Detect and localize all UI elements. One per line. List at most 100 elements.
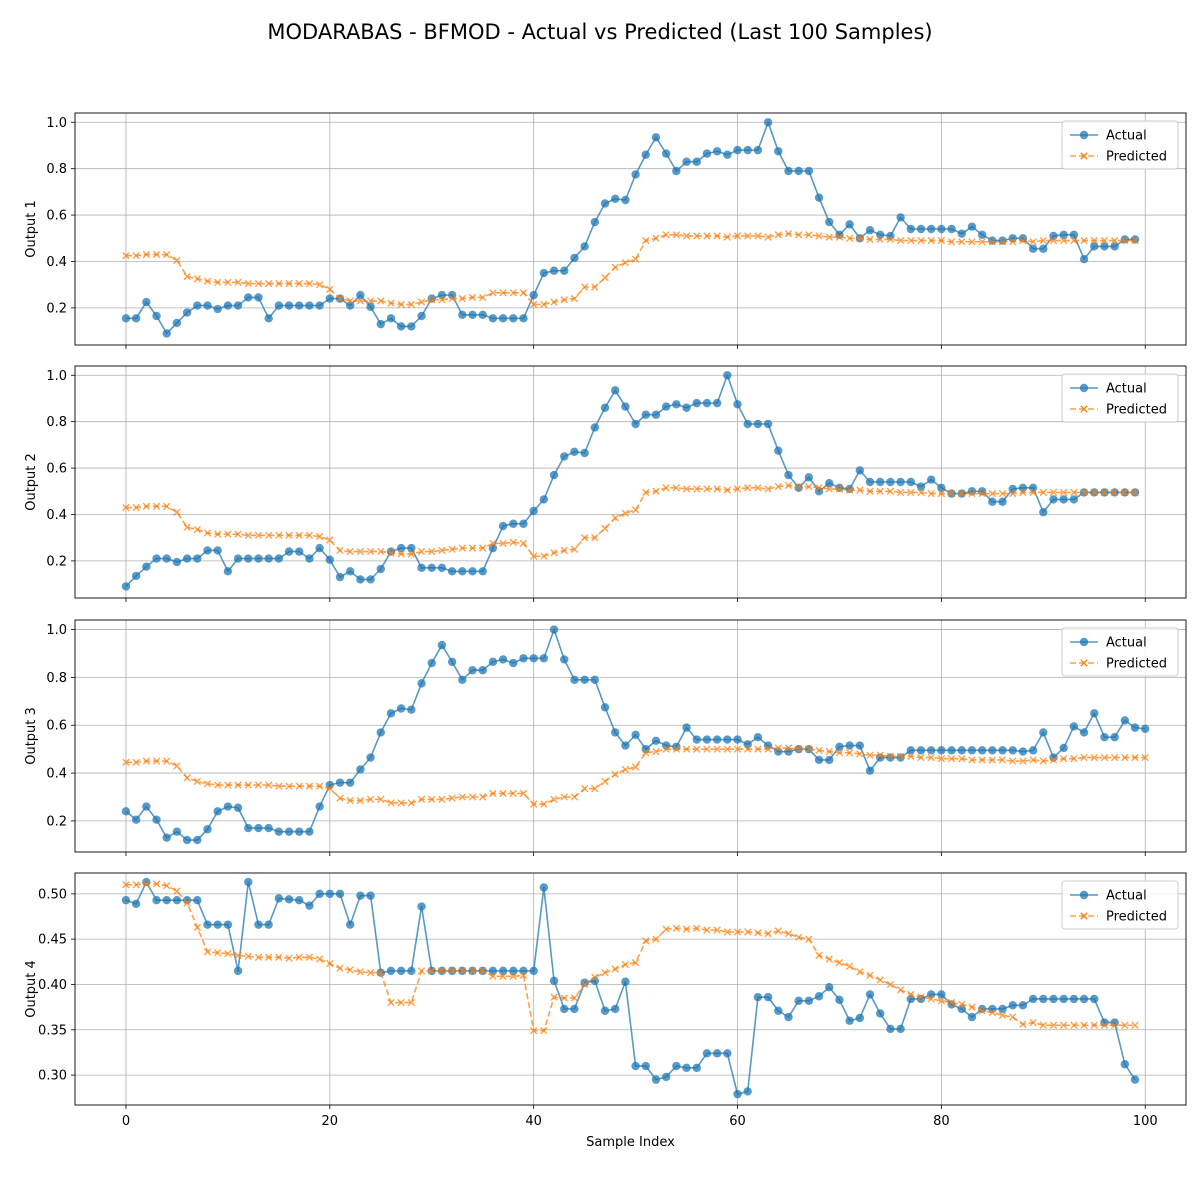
- predicted-point: [723, 233, 732, 241]
- actual-point: [1039, 507, 1048, 517]
- actual-point: [835, 742, 844, 751]
- actual-point: [509, 519, 518, 528]
- actual-point: [447, 567, 457, 576]
- actual-point: [1018, 747, 1028, 756]
- predicted-point: [1059, 488, 1068, 497]
- actual-point: [600, 703, 610, 712]
- actual-point: [560, 655, 569, 664]
- predicted-point: [417, 547, 426, 556]
- actual-point: [876, 477, 885, 487]
- predicted-point: [489, 289, 497, 297]
- predicted-point: [805, 935, 813, 943]
- predicted-point: [264, 781, 273, 789]
- y-tick-label: 0.2: [46, 814, 67, 829]
- predicted-point: [876, 487, 884, 495]
- actual-point: [346, 301, 355, 310]
- predicted-point: [407, 799, 416, 807]
- actual-point: [305, 827, 314, 836]
- predicted-point: [438, 967, 446, 975]
- predicted-point: [886, 235, 895, 244]
- predicted-point: [947, 489, 956, 498]
- predicted-point: [1009, 757, 1017, 765]
- actual-point: [519, 314, 528, 323]
- actual-point: [845, 741, 854, 750]
- actual-point: [213, 546, 222, 555]
- legend-box: [1061, 373, 1179, 423]
- actual-point: [1018, 1001, 1028, 1010]
- predicted-point: [295, 953, 303, 961]
- predicted-point: [407, 998, 416, 1007]
- actual-point: [988, 746, 997, 755]
- predicted-point: [662, 484, 670, 492]
- figure-title: MODARABAS - BFMOD - Actual vs Predicted …: [267, 20, 933, 44]
- predicted-point: [244, 279, 252, 288]
- actual-point: [488, 657, 498, 667]
- predicted-point: [1009, 1013, 1017, 1021]
- actual-point: [631, 1061, 640, 1071]
- predicted-point: [1039, 488, 1047, 497]
- predicted-point: [479, 967, 487, 975]
- predicted-point: [1121, 1021, 1129, 1029]
- predicted-point: [214, 781, 222, 789]
- actual-point: [509, 658, 518, 668]
- predicted-point: [295, 782, 303, 790]
- y-axis-label: Output 4: [24, 960, 39, 1018]
- predicted-point: [845, 486, 854, 494]
- actual-point: [916, 482, 926, 491]
- predicted-point: [774, 482, 782, 491]
- actual-point: [937, 990, 946, 999]
- predicted-point: [305, 953, 314, 961]
- actual-point: [1079, 254, 1089, 264]
- predicted-point: [366, 547, 375, 556]
- predicted-point: [927, 489, 935, 498]
- y-axis-label: Output 2: [24, 453, 39, 511]
- predicted-point: [947, 238, 956, 246]
- predicted-point: [886, 487, 895, 495]
- predicted-point: [234, 530, 242, 538]
- actual-point: [417, 311, 426, 321]
- actual-point: [264, 314, 273, 323]
- predicted-point: [275, 953, 283, 961]
- predicted-point: [784, 744, 793, 752]
- actual-point: [988, 236, 997, 245]
- actual-point: [774, 147, 783, 156]
- actual-point: [1069, 994, 1079, 1004]
- actual-point: [233, 966, 243, 976]
- predicted-point: [224, 530, 232, 538]
- y-tick-label: 0.30: [38, 1069, 67, 1084]
- actual-point: [896, 753, 905, 762]
- actual-point: [1120, 716, 1130, 725]
- predicted-point: [234, 951, 242, 960]
- predicted-point: [917, 993, 925, 1001]
- predicted-point: [937, 755, 946, 763]
- predicted-point: [672, 924, 681, 932]
- actual-point: [926, 990, 936, 999]
- predicted-point: [968, 238, 976, 246]
- predicted-point: [580, 283, 589, 291]
- actual-point: [254, 920, 263, 929]
- actual-point: [794, 166, 803, 176]
- predicted-point: [601, 274, 609, 282]
- actual-point: [845, 1016, 854, 1025]
- predicted-point: [397, 799, 405, 807]
- actual-point: [825, 982, 834, 992]
- actual-point: [468, 310, 477, 320]
- predicted-point: [886, 752, 895, 761]
- x-axis-label: Sample Index: [586, 1135, 675, 1150]
- actual-point: [509, 966, 518, 976]
- actual-point: [539, 495, 549, 504]
- actual-point: [295, 301, 304, 310]
- actual-point: [529, 966, 538, 976]
- actual-point: [131, 571, 141, 581]
- predicted-point: [234, 781, 242, 789]
- series-line-predicted: [125, 232, 1136, 306]
- actual-point: [356, 290, 365, 300]
- actual-point: [447, 657, 457, 667]
- actual-point: [651, 1075, 661, 1084]
- legend-marker-x: [1080, 152, 1088, 160]
- actual-point: [325, 294, 335, 303]
- predicted-point: [438, 795, 446, 804]
- actual-point: [1039, 728, 1048, 737]
- predicted-point: [428, 795, 436, 804]
- actual-point: [998, 497, 1007, 506]
